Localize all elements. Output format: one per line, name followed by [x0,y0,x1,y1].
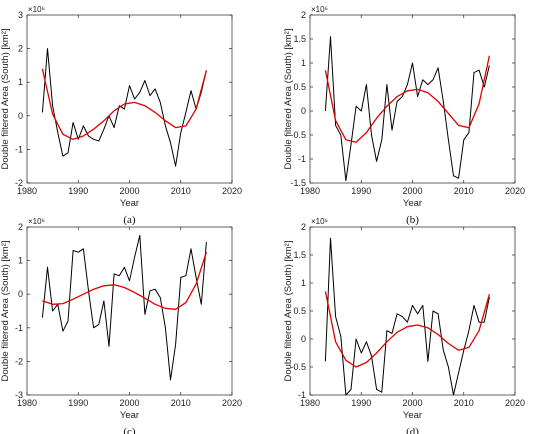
chart-3-xtick-label: 1980 [300,398,320,408]
chart-2-ytick-label: 0 [18,289,23,299]
chart-0-series-line-1 [41,68,208,140]
panel-c: 1980 1990 2000 2010 2020 -3 -2 -1 0 1 2 ×10⁶ Year Dou… [0,217,242,434]
chart-1-series-line-1 [324,55,491,143]
chart-0-xlabel: Year [120,198,139,209]
chart-0-ytick-label: 3 [18,10,23,20]
panel-a: 1980 1990 2000 2010 2020 -2 -1 0 1 2 3 ×10⁶ Year Doub… [0,5,242,226]
chart-2-ylabel: Double filtered Area (South) [km²] [0,241,11,382]
chart-2-series-line-0 [41,234,207,381]
chart-3-xlabel: Year [403,410,422,421]
chart-1-ytick-label: -1.5 [290,178,306,188]
chart-1-ylabel: Double filtered Area (South) [km²] [283,29,294,170]
chart-0-axes-box [26,14,233,184]
chart-0-xtick-label: 1990 [68,186,88,196]
chart-2-xtick-label: 2010 [171,398,191,408]
chart-3-ytick-label: 0.5 [293,306,306,316]
panel-d: 1980 1990 2000 2010 2020 -1 -0.5 0 0.5 1 1.5 2 ×10⁶ Y… [283,217,525,434]
chart-2-series-line-1 [42,252,208,310]
chart-2-exponent-label: ×10⁶ [28,217,45,226]
chart-0-ylabel: Double filtered Area (South) [km²] [0,29,11,170]
chart-3-ytick-label: 1 [301,278,306,288]
chart-0-ytick-label: -2 [15,178,23,188]
chart-0-exponent-label: ×10⁶ [28,5,45,14]
chart-2-axes-box [26,226,233,396]
chart-3-ytick-label: 0 [301,334,306,344]
chart-1-ytick-label: 0 [301,106,306,116]
chart-3-exponent-label: ×10⁶ [311,217,328,226]
chart-2-ytick-label: -1 [15,323,23,333]
chart-1-ytick-label: -1 [298,154,306,164]
chart-0-ytick-label: 2 [18,44,23,54]
chart-2-ytick-label: -3 [15,390,23,400]
chart-1-axes-box [309,14,516,184]
chart-1-xtick-label: 1980 [300,186,320,196]
chart-0-caption: (a) [123,214,136,226]
chart-1-xtick-label: 2000 [402,186,422,196]
chart-1-caption: (b) [406,214,419,226]
chart-3-xtick-label: 2020 [505,398,525,408]
chart-0-ytick-label: 0 [18,111,23,121]
chart-3-ytick-label: 2 [301,222,306,232]
chart-1-xlabel: Year [403,198,422,209]
chart-1-ytick-label: 1 [301,58,306,68]
chart-0-xtick-label: 2010 [171,186,191,196]
chart-1-xtick-label: 2010 [454,186,474,196]
chart-2-xtick-label: 2020 [222,398,242,408]
chart-1-series-line-0 [324,36,490,182]
chart-3-xtick-label: 2000 [402,398,422,408]
chart-3-ylabel: Double filtered Area (South) [km²] [283,241,294,382]
chart-3-ytick-label: -1 [298,390,306,400]
chart-2-caption: (c) [123,426,136,434]
chart-2-xtick-label: 1990 [68,398,88,408]
panel-b: 1980 1990 2000 2010 2020 -1.5 -1 -0.5 0 0.5 1 1.5 2 ×… [283,5,525,226]
chart-0-ytick-label: 1 [18,77,23,87]
chart-3-caption: (d) [406,426,419,434]
chart-3-ytick-label: 1.5 [293,250,306,260]
chart-1-ytick-label: 1.5 [293,34,306,44]
chart-0-xtick-label: 2020 [222,186,242,196]
chart-1-xtick-label: 2020 [505,186,525,196]
chart-2-ytick-label: 2 [18,222,23,232]
chart-3-series-line-1 [324,291,491,368]
chart-2-ytick-label: 1 [18,256,23,266]
chart-2-xtick-label: 1980 [17,398,37,408]
chart-2-xlabel: Year [120,410,139,421]
chart-3-ytick-label: -0.5 [290,362,306,372]
chart-0-xtick-label: 2000 [119,186,139,196]
chart-2-xtick-label: 2000 [119,398,139,408]
chart-0-series-line-0 [41,48,207,167]
chart-0-ytick-label: -1 [15,144,23,154]
chart-1-xtick-label: 1990 [351,186,371,196]
chart-3-xtick-label: 1990 [351,398,371,408]
chart-1-ytick-label: 2 [301,10,306,20]
chart-0-xtick-label: 1980 [17,186,37,196]
chart-1-exponent-label: ×10⁶ [311,5,328,14]
chart-3-series-line-0 [324,237,490,396]
chart-2-ytick-label: -2 [15,356,23,366]
chart-1-ytick-label: 0.5 [293,82,306,92]
chart-3-xtick-label: 2010 [454,398,474,408]
chart-1-ytick-label: -0.5 [290,130,306,140]
